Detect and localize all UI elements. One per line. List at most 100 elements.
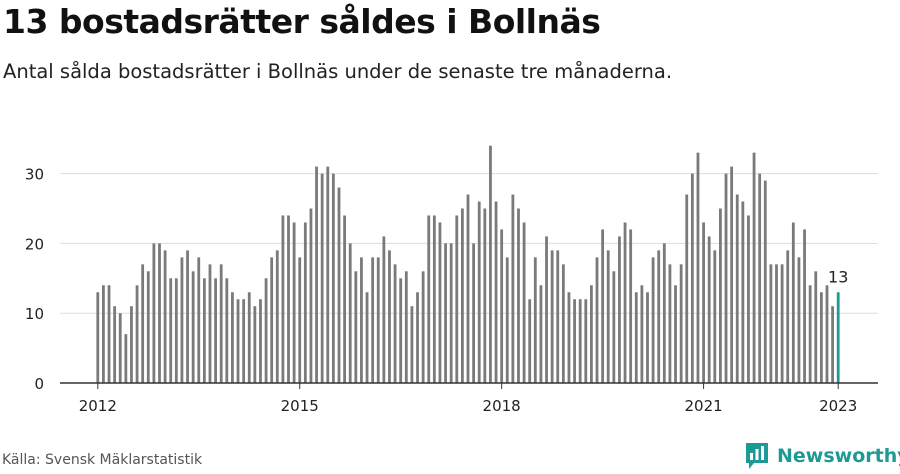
bar bbox=[713, 250, 717, 383]
bar bbox=[107, 285, 111, 383]
bar bbox=[186, 250, 189, 383]
bar bbox=[287, 215, 290, 383]
bar bbox=[545, 236, 548, 383]
bar bbox=[130, 306, 133, 383]
brand-name: Newsworthy bbox=[777, 445, 900, 467]
bar bbox=[320, 173, 324, 383]
bar bbox=[500, 229, 504, 383]
bar bbox=[651, 257, 655, 383]
bar bbox=[662, 243, 666, 383]
bar bbox=[466, 194, 470, 383]
bar bbox=[421, 271, 425, 383]
y-tick-label: 20 bbox=[25, 235, 44, 253]
y-axis-ticks: 0 10 20 30 bbox=[25, 166, 44, 393]
bar bbox=[236, 299, 240, 383]
x-tick-label: 2015 bbox=[281, 397, 319, 415]
bar bbox=[174, 278, 178, 383]
bar bbox=[803, 229, 806, 383]
bar bbox=[382, 236, 386, 383]
highlight-value-label: 13 bbox=[828, 267, 848, 286]
bar bbox=[354, 271, 358, 383]
bar bbox=[690, 173, 694, 383]
bar bbox=[758, 173, 762, 383]
bar bbox=[623, 222, 627, 383]
bar bbox=[124, 334, 128, 383]
bar bbox=[674, 285, 677, 383]
bar bbox=[707, 236, 711, 383]
bar bbox=[438, 222, 442, 383]
bar bbox=[797, 257, 801, 383]
bar bbox=[449, 243, 453, 383]
bar bbox=[517, 208, 520, 383]
bar bbox=[741, 201, 745, 383]
bar bbox=[567, 292, 571, 383]
x-tick-label: 2018 bbox=[483, 397, 521, 415]
bar bbox=[612, 271, 616, 383]
bar bbox=[825, 285, 829, 383]
bar bbox=[679, 264, 683, 383]
bar bbox=[102, 285, 105, 383]
bar bbox=[326, 166, 330, 383]
bar bbox=[584, 299, 588, 383]
bar bbox=[489, 145, 492, 383]
y-tick-label: 30 bbox=[25, 166, 44, 184]
bar bbox=[135, 285, 139, 383]
bar bbox=[606, 250, 610, 383]
bar bbox=[819, 292, 823, 383]
newsworthy-logo[interactable]: Newsworthy bbox=[744, 441, 900, 471]
bar bbox=[169, 278, 173, 383]
bar bbox=[219, 264, 223, 383]
chart-subtitle: Antal sålda bostadsrätter i Bollnäs unde… bbox=[3, 60, 673, 83]
bar bbox=[242, 299, 246, 383]
bar bbox=[539, 285, 543, 383]
bar bbox=[455, 215, 459, 383]
bar bbox=[376, 257, 380, 383]
bar bbox=[231, 292, 234, 383]
bar bbox=[298, 257, 302, 383]
x-tick-label: 2023 bbox=[819, 397, 857, 415]
bar bbox=[573, 299, 576, 383]
bar bbox=[360, 257, 363, 383]
bar bbox=[444, 243, 447, 383]
bar bbox=[208, 264, 212, 383]
bar bbox=[315, 166, 318, 383]
bar bbox=[393, 264, 397, 383]
bar bbox=[427, 215, 431, 383]
bar bbox=[118, 313, 122, 383]
bar bbox=[668, 264, 672, 383]
bar bbox=[657, 250, 661, 383]
bar bbox=[618, 236, 621, 383]
bar bbox=[685, 194, 689, 383]
bar bbox=[343, 215, 346, 383]
bar bbox=[786, 250, 790, 383]
bar bbox=[281, 215, 285, 383]
bar bbox=[505, 257, 509, 383]
bar bbox=[292, 222, 296, 383]
bar bbox=[646, 292, 649, 383]
bar bbox=[416, 292, 419, 383]
bar bbox=[578, 299, 582, 383]
bar bbox=[763, 180, 767, 383]
bar bbox=[253, 306, 257, 383]
chart-title: 13 bostadsrätter såldes i Bollnäs bbox=[3, 2, 601, 41]
newsworthy-logo-icon bbox=[746, 443, 768, 469]
y-tick-label: 0 bbox=[34, 375, 44, 393]
bar bbox=[791, 222, 795, 383]
bar bbox=[511, 194, 515, 383]
bar bbox=[141, 264, 145, 383]
bar bbox=[96, 292, 100, 383]
bar bbox=[163, 250, 167, 383]
bar bbox=[640, 285, 644, 383]
bar bbox=[275, 250, 279, 383]
bar bbox=[730, 166, 734, 383]
bar bbox=[634, 292, 638, 383]
bar bbox=[601, 229, 605, 383]
bar bbox=[831, 306, 834, 383]
bar bbox=[180, 257, 184, 383]
bar bbox=[158, 243, 161, 383]
bar bbox=[472, 243, 476, 383]
bar bbox=[477, 201, 481, 383]
bar bbox=[775, 264, 778, 383]
bar bbox=[309, 208, 313, 383]
x-axis-ticks: 2012 2015 2018 2021 2023 bbox=[79, 383, 857, 415]
